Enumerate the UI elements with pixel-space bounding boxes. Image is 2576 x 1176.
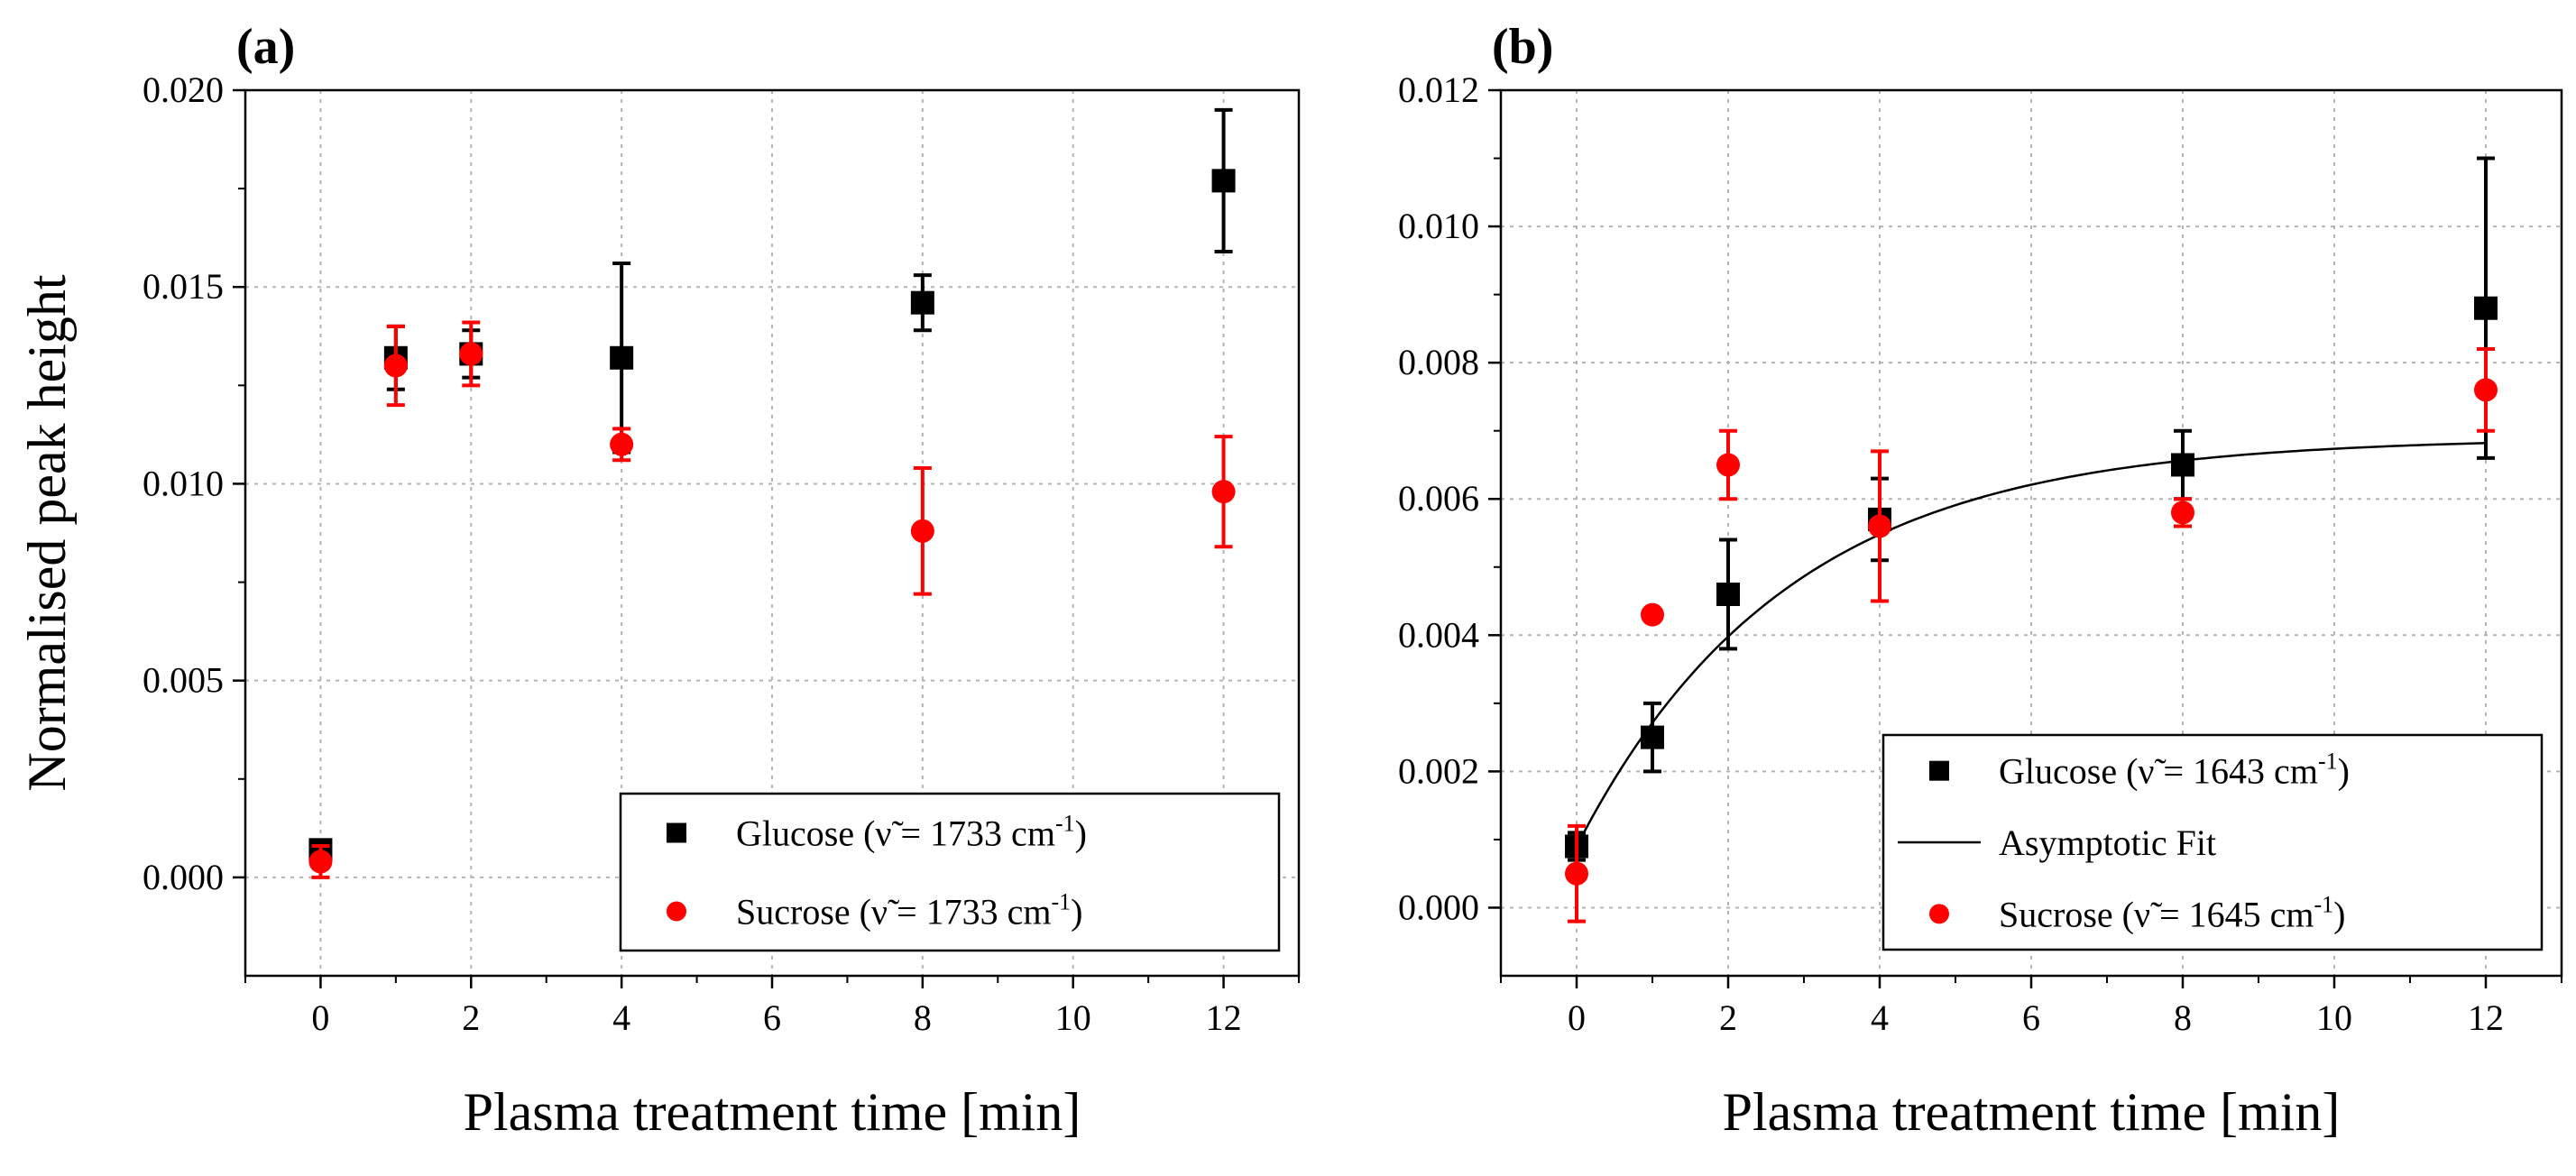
legend-label-exponent: -1: [1055, 811, 1075, 837]
data-point-circle: [2171, 501, 2194, 525]
y-tick-label: 0.006: [1398, 478, 1479, 519]
legend-label-suffix: ): [2338, 751, 2350, 792]
data-point-circle: [1211, 480, 1236, 504]
data-point-circle: [610, 432, 634, 456]
data-point-circle: [1565, 861, 1588, 886]
legend-square-swatch: [1929, 760, 1949, 781]
panel-label: (b): [1492, 19, 1553, 75]
legend-circle-swatch: [667, 901, 686, 922]
x-tick-label: 2: [1719, 997, 1737, 1038]
legend-label-prefix: Glucose (: [1999, 751, 2138, 792]
y-tick-label: 0.002: [1398, 750, 1479, 791]
data-point-circle: [1716, 453, 1740, 477]
panel-label: (a): [236, 19, 295, 75]
legend-circle-swatch: [1929, 904, 1949, 924]
legend-label-value: = 1733 cm: [892, 813, 1055, 854]
x-tick-label: 10: [2316, 997, 2352, 1038]
y-tick-label: 0.012: [1398, 69, 1479, 110]
legend-label-suffix: ): [2333, 894, 2345, 934]
x-axis-title: Plasma treatment time [min]: [464, 1082, 1081, 1142]
legend-label: Glucose (ν̃ = 1643 cm-1): [1999, 749, 2350, 792]
legend-label-value: = 1643 cm: [2155, 751, 2318, 792]
x-tick-label: 12: [2468, 997, 2504, 1038]
legend-label-value: = 1645 cm: [2150, 894, 2314, 934]
legend-label-prefix: Glucose (: [736, 813, 875, 854]
panel-b: (b) 0 2 4 6 8 10 12 0.000 0.002 0.004 0.006 0.008 0.0…: [1398, 19, 2563, 1142]
legend-label-suffix: ): [1075, 813, 1087, 854]
y-tick-label: 0.010: [1398, 206, 1479, 246]
panel-a: (a) 0 2 4 6 8 10 12 0.000 0.005 0.010 0.015 0.020 Pla…: [17, 19, 1301, 1142]
x-tick-label: 12: [1206, 997, 1242, 1038]
legend-label-exponent: -1: [2314, 891, 2334, 917]
data-point-circle: [1641, 602, 1664, 627]
data-point-circle: [308, 850, 333, 874]
fit-line: [1575, 442, 2487, 848]
legend-box: [619, 792, 1281, 952]
x-tick-label: 4: [1871, 997, 1889, 1038]
data-point-circle: [383, 354, 408, 378]
data-point-square: [1211, 169, 1236, 193]
x-tick-label: 6: [763, 997, 781, 1038]
x-tick-label: 0: [1568, 997, 1586, 1038]
legend: Glucose (ν̃ = 1643 cm-1) Asymptotic Fit Su…: [1881, 733, 2544, 951]
data-point-square: [2171, 453, 2194, 477]
data-point-circle: [1868, 514, 1891, 538]
x-tick-label: 4: [612, 997, 630, 1038]
legend-square-swatch: [667, 822, 686, 843]
y-tick-label: 0.000: [143, 857, 224, 897]
y-axis-title: Normalised peak height: [17, 274, 77, 791]
x-tick-label: 6: [2022, 997, 2040, 1038]
x-tick-label: 8: [914, 997, 932, 1038]
x-axis-title: Plasma treatment time [min]: [1723, 1082, 2341, 1142]
legend-label-value: = 1733 cm: [888, 892, 1051, 933]
data-point-circle: [910, 519, 934, 543]
y-tick-label: 0.008: [1398, 342, 1479, 382]
data-point-square: [610, 345, 634, 370]
legend-label: Sucrose (ν̃ = 1733 cm-1): [736, 889, 1083, 933]
legend-label: Glucose (ν̃ = 1733 cm-1): [736, 811, 1087, 854]
data-point-square: [1716, 582, 1740, 606]
legend-label-suffix: ): [1071, 892, 1082, 933]
legend-label: Sucrose (ν̃ = 1645 cm-1): [1999, 891, 2346, 934]
legend-label-prefix: Sucrose (: [736, 892, 871, 933]
y-tick-label: 0.005: [143, 660, 224, 701]
legend: Glucose (ν̃ = 1733 cm-1) Sucrose (ν̃ = 17…: [619, 792, 1281, 952]
data-point-square: [910, 290, 934, 315]
legend-label-prefix: Sucrose (: [1999, 894, 2134, 934]
data-point-circle: [459, 342, 483, 366]
y-tick-label: 0.004: [1398, 614, 1479, 655]
x-tick-label: 0: [311, 997, 329, 1038]
legend-label: Asymptotic Fit: [1999, 822, 2216, 863]
x-tick-label: 2: [462, 997, 480, 1038]
y-tick-label: 0.020: [143, 69, 224, 110]
y-tick-label: 0.010: [143, 463, 224, 503]
data-point-square: [1641, 725, 1664, 749]
x-tick-label: 8: [2174, 997, 2192, 1038]
y-tick-label: 0.000: [1398, 887, 1479, 927]
x-tick-label: 10: [1055, 997, 1091, 1038]
legend-label-exponent: -1: [2318, 749, 2338, 775]
legend-label-exponent: -1: [1052, 889, 1072, 915]
data-point-circle: [2474, 378, 2498, 402]
data-point-square: [2474, 296, 2498, 320]
legend-box: [1881, 733, 2544, 951]
y-tick-label: 0.015: [143, 266, 224, 307]
